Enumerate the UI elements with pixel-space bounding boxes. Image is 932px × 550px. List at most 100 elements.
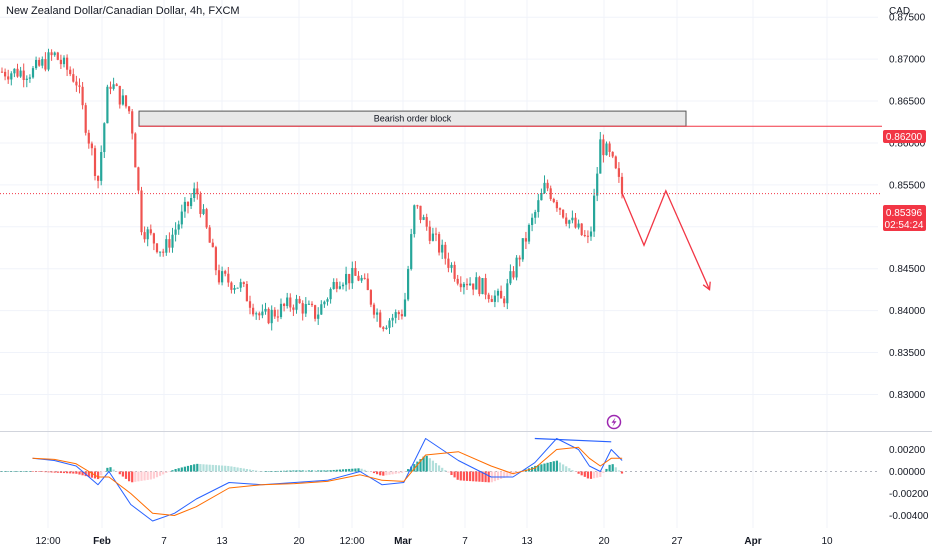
macd-histogram-bar — [214, 465, 217, 472]
macd-panel — [0, 437, 624, 522]
candle-body — [307, 303, 310, 305]
price-tick-label: 0.83000 — [889, 390, 926, 401]
price-tick-label: 0.86000 — [889, 138, 926, 149]
macd-histogram-bar — [506, 471, 509, 477]
macd-histogram-bar — [128, 471, 131, 482]
macd-histogram-bar — [469, 471, 472, 482]
macd-histogram-bar — [224, 465, 227, 472]
candle-body — [301, 303, 304, 314]
macd-histogram-bar — [577, 471, 580, 474]
macd-histogram-bar — [155, 471, 159, 478]
candle-body — [345, 273, 348, 285]
candle-body — [124, 95, 128, 107]
price-tick-label: 0.87000 — [889, 55, 926, 66]
macd-histogram-bar — [149, 471, 152, 480]
countdown-label: 02:54:24 — [885, 220, 924, 231]
candle-body — [620, 176, 624, 194]
candle-body — [140, 190, 143, 233]
macd-histogram-bar — [44, 471, 47, 473]
macd-histogram-bar — [177, 468, 180, 472]
projection-path[interactable] — [621, 189, 711, 291]
time-tick-label: 7 — [161, 536, 167, 547]
macd-histogram-bar — [574, 471, 577, 472]
candle-body — [93, 148, 97, 176]
candle-body — [196, 188, 199, 195]
candle-body — [369, 290, 372, 305]
macd-histogram-bar — [196, 463, 199, 472]
candle-body — [326, 299, 329, 302]
macd-histogram-bar — [208, 464, 211, 472]
candle-body — [478, 277, 481, 295]
candle-body — [295, 298, 298, 310]
macd-histogram-bar — [410, 466, 413, 472]
macd-histogram-bar — [217, 465, 221, 472]
macd-histogram-bar — [0, 471, 4, 472]
candle-body — [469, 283, 472, 286]
candle-body — [475, 277, 478, 290]
macd-histogram-bar — [552, 461, 555, 472]
macd-histogram-bar — [137, 471, 140, 482]
candle-body — [543, 182, 546, 194]
macd-histogram-bar — [428, 458, 431, 472]
candle-body — [611, 151, 614, 157]
macd-histogram-bar — [614, 467, 617, 472]
macd-histogram-bar — [509, 471, 512, 476]
lightning-icon[interactable] — [606, 414, 622, 430]
macd-histogram-bar — [382, 471, 385, 476]
candle-body — [444, 244, 447, 259]
candle-body — [453, 264, 456, 279]
macd-histogram-bar — [416, 461, 419, 472]
candle-body — [258, 313, 261, 316]
macd-histogram-bar — [543, 463, 546, 472]
macd-histogram-bar — [69, 471, 72, 474]
macd-histogram-bar — [357, 468, 360, 472]
macd-histogram-bar — [267, 471, 270, 472]
candle-body — [391, 317, 394, 321]
candle-body — [527, 225, 531, 242]
candle-body — [118, 85, 121, 105]
candle-body — [577, 223, 580, 228]
candle-body — [174, 229, 177, 235]
candle-body — [72, 74, 75, 82]
currency-label: CAD — [889, 6, 911, 17]
time-tick-label: 20 — [598, 536, 610, 547]
macd-histogram-bar — [245, 468, 248, 472]
macd-histogram-bar — [580, 471, 583, 476]
candle-body — [403, 299, 407, 317]
macd-histogram-bar — [134, 471, 137, 482]
candle-body — [270, 309, 273, 324]
candle-body — [22, 70, 25, 80]
candle-body — [180, 211, 183, 225]
candle-body — [360, 277, 363, 281]
macd-histogram-bar — [617, 470, 620, 472]
candle-body — [472, 283, 475, 290]
macd-histogram-bar — [431, 460, 434, 472]
candle-body — [252, 307, 255, 315]
candle-body — [372, 304, 376, 315]
candle-body — [267, 308, 270, 324]
macd-histogram-bar — [248, 469, 252, 472]
candle-body — [298, 298, 301, 304]
macd-histogram-bar — [276, 470, 279, 472]
macd-histogram-bar — [400, 471, 403, 473]
bearish-order-block[interactable]: Bearish order block — [138, 110, 687, 127]
candle-body — [152, 233, 155, 244]
candle-body — [583, 235, 586, 237]
macd-histogram-bar — [10, 471, 13, 472]
macd-histogram-bar — [323, 470, 326, 472]
price-axis[interactable]: 0.875000.870000.865000.860000.855000.850… — [889, 13, 929, 522]
macd-histogram-bar — [242, 468, 245, 472]
candle-body — [400, 314, 403, 317]
candle-body — [128, 106, 131, 112]
candle-body — [459, 283, 462, 288]
macd-histogram-bar — [165, 471, 168, 473]
macd-histogram-bar — [540, 464, 543, 472]
grid-lines — [0, 0, 878, 528]
time-axis[interactable]: 12:00 Feb 7 13 20 12:00 Mar 7 13 20 27 Apr 10 — [35, 536, 833, 547]
macd-histogram-bar — [555, 460, 558, 472]
macd-histogram-bar — [360, 468, 363, 472]
candle-body — [177, 224, 180, 230]
macd-histogram-bar — [369, 471, 372, 473]
candle-body — [208, 227, 211, 243]
